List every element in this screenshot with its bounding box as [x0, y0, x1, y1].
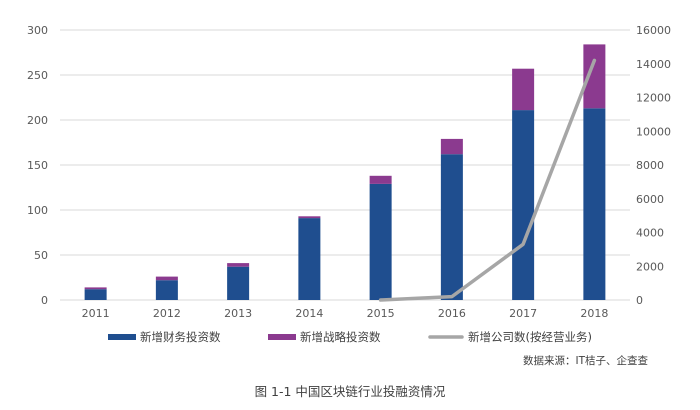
- legend-label-financial: 新增财务投资数: [140, 330, 221, 344]
- x-tick-label: 2017: [509, 307, 537, 320]
- bar-strategic-investment: [583, 44, 606, 109]
- gridlines: [60, 29, 630, 301]
- right-tick-label: 16000: [636, 24, 671, 37]
- x-tick-label: 2011: [82, 307, 110, 320]
- bar-strategic-investment: [440, 138, 463, 155]
- right-tick-label: 14000: [636, 58, 671, 71]
- legend: 新增财务投资数 新增战略投资数 新增公司数(按经营业务): [108, 330, 592, 344]
- left-tick-label: 150: [27, 159, 48, 172]
- bar-financial-investment: [298, 218, 321, 300]
- company-count-line: [378, 58, 597, 302]
- right-axis-ticks: 0 2000 4000 6000 8000 10000 12000 14000 16000: [636, 24, 671, 307]
- figure-caption: 图 1-1 中国区块链行业投融资情况: [255, 384, 446, 399]
- right-tick-label: 4000: [636, 227, 664, 240]
- left-tick-label: 0: [41, 294, 48, 307]
- left-tick-label: 200: [27, 114, 48, 127]
- bar-strategic-investment: [512, 68, 535, 111]
- source-note: 数据来源：IT桔子、企查查: [523, 354, 649, 367]
- x-tick-label: 2018: [580, 307, 608, 320]
- left-axis-ticks: 0 50 100 150 200 250 300: [27, 24, 48, 307]
- bar-strategic-investment: [155, 276, 178, 281]
- x-axis-ticks: 2011 2012 2013 2014 2015 2016 2017 2018: [82, 307, 609, 320]
- bar-strategic-investment: [84, 287, 107, 290]
- bar-financial-investment: [512, 110, 535, 300]
- left-tick-label: 100: [27, 204, 48, 217]
- bar-financial-investment: [227, 266, 250, 300]
- right-tick-label: 10000: [636, 125, 671, 138]
- x-tick-label: 2012: [153, 307, 181, 320]
- bar-financial-investment: [583, 108, 606, 300]
- x-tick-label: 2013: [224, 307, 252, 320]
- right-tick-label: 2000: [636, 260, 664, 273]
- stacked-bars: [84, 44, 606, 300]
- right-tick-label: 0: [636, 294, 643, 307]
- bar-financial-investment: [369, 183, 392, 300]
- right-tick-label: 12000: [636, 92, 671, 105]
- right-tick-label: 6000: [636, 193, 664, 206]
- line-new-companies: [378, 58, 597, 302]
- bar-strategic-investment: [227, 263, 250, 267]
- legend-label-strategic: 新增战略投资数: [300, 330, 381, 344]
- bar-financial-investment: [84, 289, 107, 300]
- legend-swatch-strategic: [268, 334, 296, 340]
- bar-financial-investment: [155, 280, 178, 300]
- left-tick-label: 50: [34, 249, 48, 262]
- left-tick-label: 300: [27, 24, 48, 37]
- bar-financial-investment: [440, 154, 463, 300]
- left-tick-label: 250: [27, 69, 48, 82]
- x-tick-label: 2016: [438, 307, 466, 320]
- x-tick-label: 2015: [367, 307, 395, 320]
- legend-swatch-financial: [108, 334, 136, 340]
- right-tick-label: 8000: [636, 159, 664, 172]
- bar-strategic-investment: [369, 175, 392, 184]
- bar-strategic-investment: [298, 216, 321, 219]
- x-tick-label: 2014: [295, 307, 323, 320]
- legend-label-companies: 新增公司数(按经营业务): [468, 330, 592, 344]
